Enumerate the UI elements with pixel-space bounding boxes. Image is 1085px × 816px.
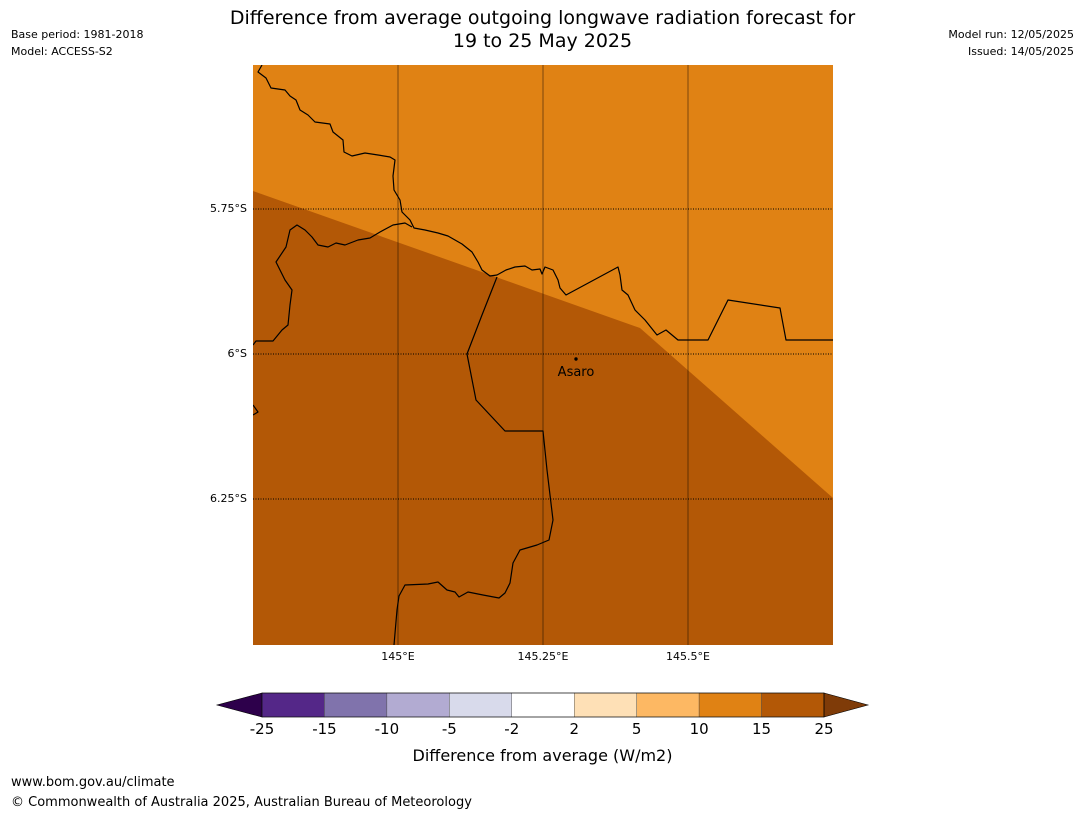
colorbar-tick-label: -25 (249, 720, 275, 738)
colorbar-swatch (261, 692, 325, 718)
map-area (253, 65, 833, 645)
title-line-1: Difference from average outgoing longwav… (229, 7, 856, 29)
meridian-lines (397, 65, 689, 645)
title-line-2: 19 to 25 May 2025 (452, 30, 633, 52)
lat-label-6-25s: 6.25°S (210, 492, 247, 505)
lat-label-5-75s: 5.75°S (210, 202, 247, 215)
colorbar-tick-label: -15 (312, 720, 337, 738)
colorbar-tick-label: -5 (441, 720, 457, 738)
boundary-far-west (253, 404, 259, 416)
boundary-south (393, 276, 554, 645)
place-label-asaro: Asaro (557, 365, 595, 380)
boundary-west (253, 222, 413, 346)
asaro-marker (574, 357, 578, 361)
model-text: Model: ACCESS-S2 (11, 45, 113, 58)
footer-copyright: © Commonwealth of Australia 2025, Austra… (11, 795, 472, 810)
colorbar-extend-low (215, 692, 263, 718)
colorbar-outline (261, 692, 825, 718)
colorbar-tick-label: 5 (631, 720, 642, 738)
colorbar-tick-label: -2 (504, 720, 520, 738)
colorbar-swatch (386, 692, 450, 718)
colorbar-swatch (324, 692, 388, 718)
lon-label-145-5e: 145.5°E (666, 650, 710, 663)
colorbar-swatches (215, 692, 870, 718)
base-period-text: Base period: 1981-2018 (11, 28, 144, 41)
colorbar-swatch (511, 692, 575, 718)
lat-label-6s: 6°S (227, 347, 247, 360)
map-title: Difference from average outgoing longwav… (0, 7, 1085, 53)
lon-label-145-25e: 145.25°E (517, 650, 569, 663)
colorbar-swatch (574, 692, 637, 718)
issued-text: Issued: 14/05/2025 (967, 45, 1074, 58)
colorbar-swatch (698, 692, 762, 718)
parallel-lines (253, 208, 833, 500)
province-boundaries (253, 65, 833, 645)
colorbar-tick-label: 15 (752, 720, 772, 738)
colorbar-tick-label: 2 (569, 720, 579, 738)
colorbar-tick-label: -10 (374, 720, 400, 738)
header-right-meta: Model run: 12/05/2025 Issued: 14/05/2025 (948, 26, 1074, 60)
model-run-text: Model run: 12/05/2025 (948, 28, 1074, 41)
colorbar-swatch (636, 692, 700, 718)
footer-url: www.bom.gov.au/climate (11, 775, 175, 790)
boundary-north (257, 65, 833, 341)
colorbar-label: Difference from average (W/m2) (412, 746, 673, 765)
lon-label-145e: 145°E (381, 650, 415, 663)
anomaly-band-15-25 (253, 191, 833, 645)
colorbar-swatch (761, 692, 825, 718)
colorbar-extend-high (823, 692, 870, 718)
colorbar-tick-label: 25 (814, 720, 834, 738)
header-left-meta: Base period: 1981-2018 Model: ACCESS-S2 (11, 26, 143, 60)
colorbar-swatch (449, 692, 512, 718)
colorbar-tick-label: 10 (689, 720, 709, 738)
